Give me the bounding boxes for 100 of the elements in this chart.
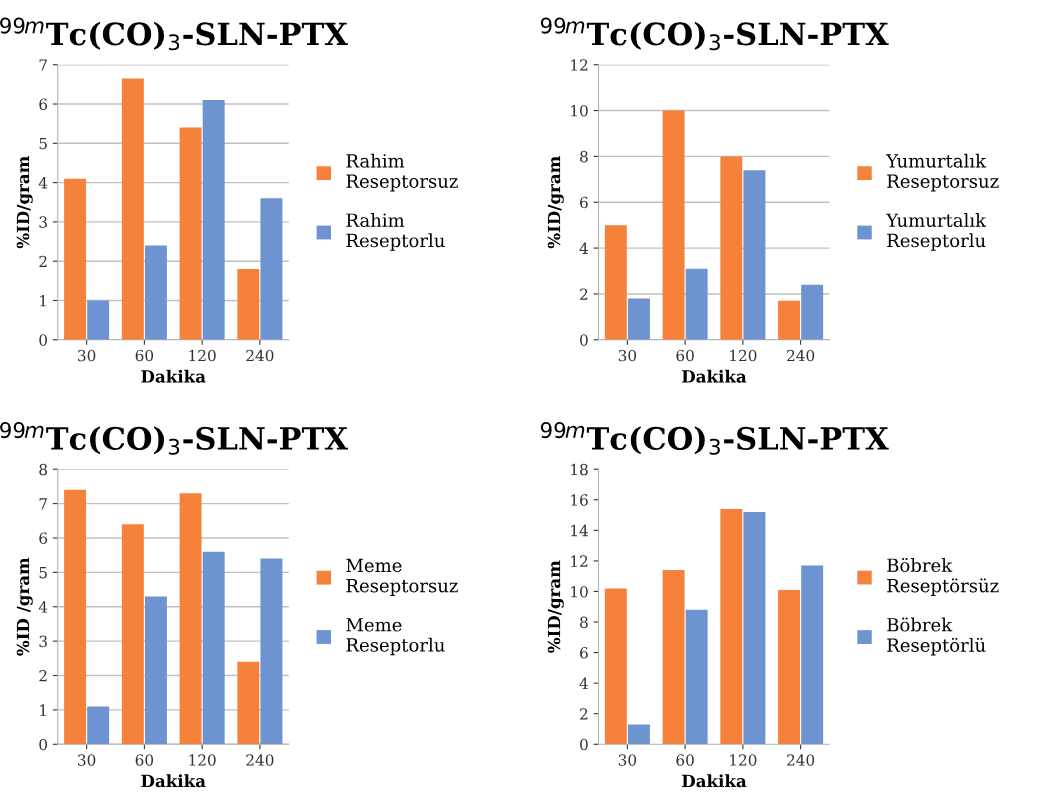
y-tick-label: 0 [39,738,48,751]
y-tick-label: 6 [39,98,48,111]
y-tick-label: 6 [580,196,588,209]
x-tick-label: 120 [189,754,216,766]
x-tick-label: 30 [78,349,96,362]
y-tick-label: 3 [39,635,47,648]
bar [64,178,87,340]
bar [604,225,627,340]
y-tick-label: 7 [39,498,47,510]
y-tick-label: 18 [571,463,588,476]
bar [627,298,650,340]
y-tick-label: 16 [571,494,588,506]
y-tick-label: 0 [580,738,588,751]
y-axis-title: %ID /gram [16,557,33,656]
y-tick-label: 7 [39,59,47,71]
x-axis-title: Dakika [141,774,206,788]
y-tick-label: 8 [39,463,47,476]
y-tick-label: 14 [571,524,589,537]
y-tick-label: 6 [39,532,48,545]
y-axis-title: %ID/gram [547,560,564,653]
x-tick-label: 30 [618,349,637,362]
y-tick-label: 4 [38,177,48,189]
legend-label: Yumurtalık Reseptorsuz [885,153,999,192]
y-tick-label: 2 [39,669,47,682]
x-tick-label: 240 [787,349,815,362]
bar [685,268,708,340]
bar [801,284,824,340]
y-tick-label: 3 [39,216,47,228]
y-tick-label: 5 [39,137,47,150]
y-tick-label: 4 [579,677,589,689]
chart-title: $^{99m}$Tc(CO)$_{3}$-SLN-PTX [540,421,889,455]
legend-label: Meme Reseptorsuz [346,558,458,596]
y-tick-label: 2 [580,708,588,720]
bar [179,493,202,745]
x-tick-label: 60 [135,349,154,362]
bar [237,269,260,340]
bar [778,300,801,340]
y-tick-label: 4 [38,601,48,613]
bar [801,565,824,745]
legend-label: Böbrek Reseptörlü [887,617,986,656]
bar [778,589,801,745]
x-tick-label: 120 [189,349,216,362]
y-tick-label: 2 [580,288,588,300]
chart-title: $^{99m}$Tc(CO)$_{3}$-SLN-PTX [0,421,348,455]
bar [604,588,627,745]
y-tick-label: 10 [571,105,588,117]
x-tick-label: 120 [730,754,757,766]
x-axis-title: Dakika [141,369,206,383]
y-tick-label: 2 [39,255,47,267]
y-tick-label: 1 [40,704,46,716]
bar [627,724,650,745]
bar [144,245,167,340]
y-tick-label: 5 [39,567,47,579]
bar [179,127,202,340]
x-tick-label: 240 [246,349,274,362]
x-tick-label: 60 [135,754,154,766]
legend-label: Yumurtalık Reseptorlu [885,213,987,251]
chart-title: $^{99m}$Tc(CO)$_{3}$-SLN-PTX [540,17,889,51]
bar [144,596,167,745]
bar [202,100,225,340]
y-axis-title: %ID/gram [16,156,33,249]
bar [720,508,743,745]
x-tick-label: 30 [618,754,637,766]
x-axis-title: Dakika [682,774,747,788]
legend-label: Rahim Reseptorlu [346,213,445,251]
bar [662,570,685,745]
bar [260,198,283,340]
x-tick-label: 240 [246,754,274,766]
bar [743,170,766,340]
y-tick-label: 12 [571,555,588,567]
y-axis-title: %ID/gram [547,156,564,249]
y-tick-label: 12 [571,59,588,71]
bar [64,489,87,745]
y-tick-label: 8 [580,616,588,629]
y-tick-label: 10 [571,585,588,598]
x-axis-title: Dakika [682,369,747,383]
x-tick-label: 30 [78,754,96,766]
bar [87,300,110,340]
bar [121,524,144,745]
bar [720,156,743,340]
bar [743,512,766,745]
legend-label: Böbrek Reseptörsüz [887,557,999,596]
y-tick-label: 1 [40,294,46,307]
x-tick-label: 60 [676,349,694,362]
x-tick-label: 240 [787,754,815,766]
legend-label: Meme Reseptorlu [346,618,445,656]
chart-title: $^{99m}$Tc(CO)$_{3}$-SLN-PTX [0,17,348,51]
bar [662,110,685,340]
y-tick-label: 0 [39,334,48,346]
bar [121,78,144,340]
y-tick-label: 6 [580,647,588,659]
x-tick-label: 120 [730,349,757,362]
y-tick-label: 8 [580,150,588,163]
legend-label: Rahim Reseptorsuz [346,153,458,192]
bar [260,558,283,745]
y-tick-label: 4 [579,242,589,254]
bar [87,706,110,745]
bar [202,551,225,745]
y-tick-label: 0 [580,334,588,346]
bar [237,661,260,745]
